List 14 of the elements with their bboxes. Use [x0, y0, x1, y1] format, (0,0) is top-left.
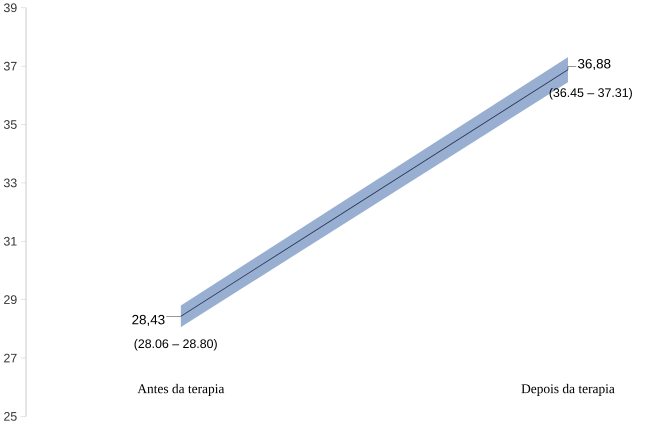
data-label: 28,43 — [132, 314, 165, 326]
y-tick-label: 33 — [4, 178, 17, 188]
x-tick-label: Depois da terapia — [521, 384, 615, 396]
annotation: (28.06 – 28.80) — [134, 338, 217, 350]
y-tick-label: 39 — [4, 3, 17, 12]
x-tick-label: Antes da terapia — [137, 384, 224, 396]
y-tick-label: 29 — [4, 295, 17, 304]
y-tick-label: 25 — [4, 412, 17, 421]
y-tick-label: 35 — [4, 120, 17, 129]
y-tick-label: 37 — [4, 62, 17, 70]
data-label: 36,88 — [578, 58, 610, 70]
y-tick-label: 31 — [4, 236, 17, 246]
annotation: (36.45 – 37.31) — [550, 88, 632, 100]
y-tick-label: 27 — [4, 354, 17, 362]
